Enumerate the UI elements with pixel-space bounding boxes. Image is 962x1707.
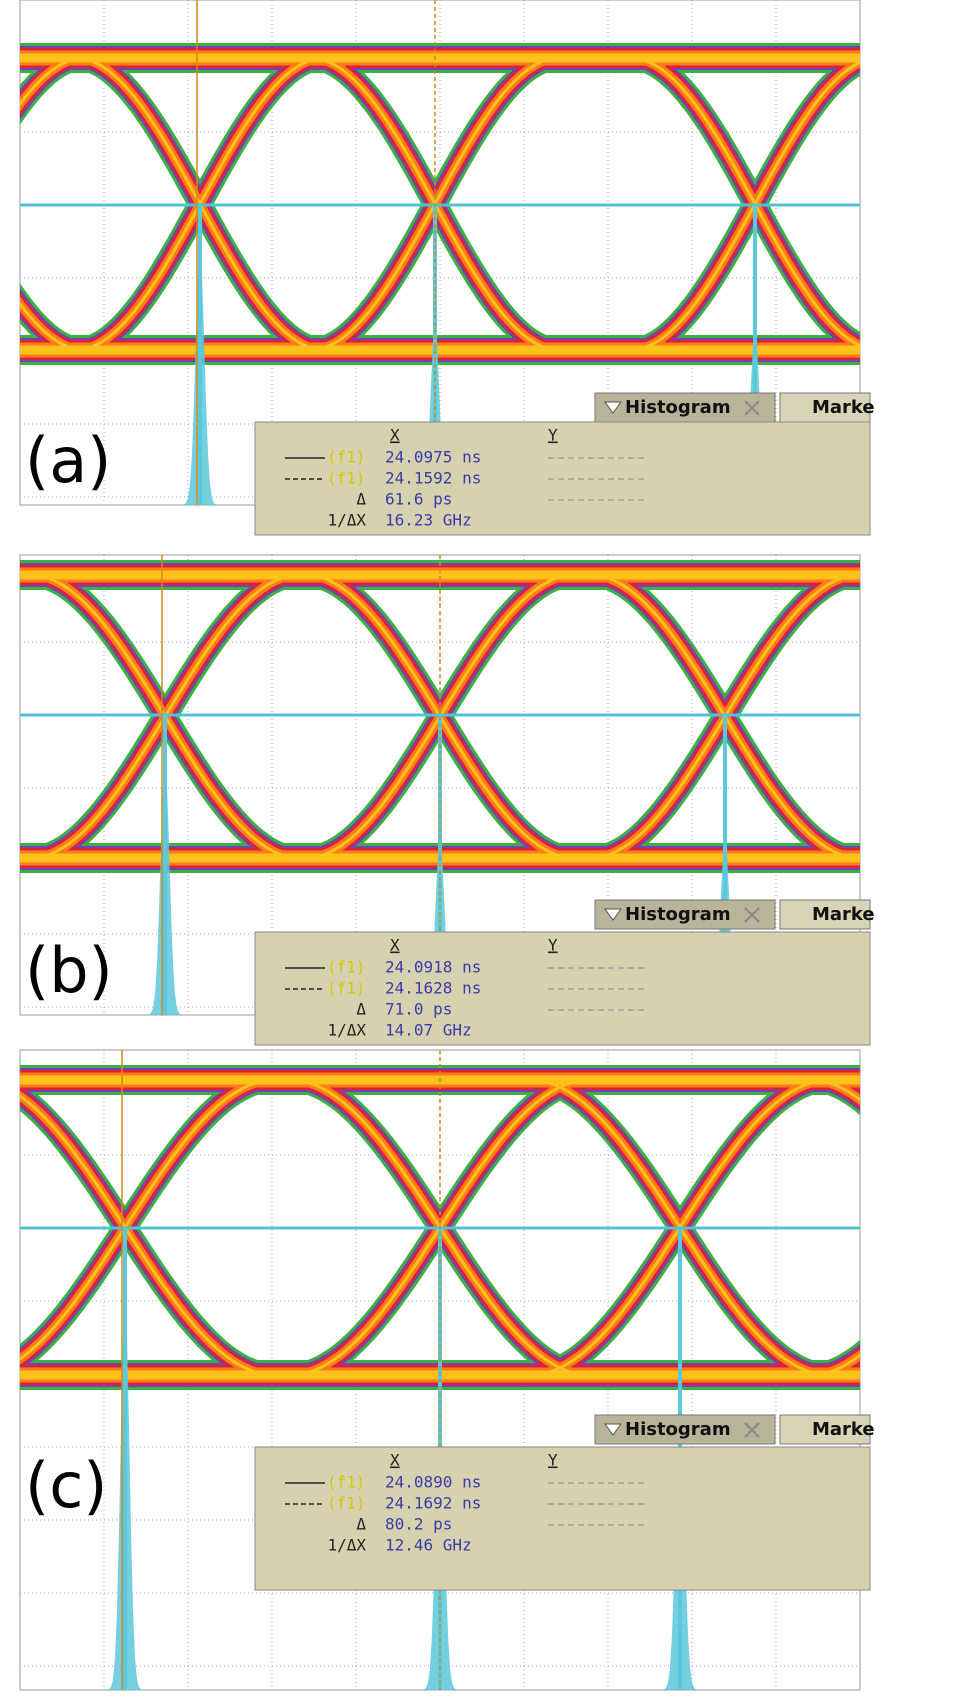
tab bbox=[594, 899, 776, 930]
eye-trace bbox=[250, 56, 618, 352]
eye-trace bbox=[750, 1078, 860, 1102]
marker-source: (f1) bbox=[327, 979, 366, 998]
panel-label: (b) bbox=[25, 934, 113, 1007]
plot bbox=[20, 0, 860, 505]
eye-trace bbox=[750, 1353, 860, 1377]
marker-value: 12.46 GHz bbox=[385, 1536, 472, 1555]
tab-label[interactable]: Histogram bbox=[625, 397, 731, 418]
eye-trace bbox=[0, 1080, 10, 1375]
marker-source: (f1) bbox=[327, 1473, 366, 1492]
tab-arrow bbox=[604, 1423, 622, 1436]
tab-label[interactable]: Histogram bbox=[625, 904, 731, 925]
panel-label: (a) bbox=[25, 424, 111, 497]
tab-close bbox=[744, 1422, 760, 1438]
eye-trace bbox=[0, 1080, 10, 1375]
eye-trace bbox=[570, 56, 860, 348]
marker-label: 1/ΔX bbox=[327, 1021, 366, 1040]
tab-label[interactable]: Marke bbox=[812, 904, 875, 925]
tab-close bbox=[744, 907, 760, 923]
panel-label: (c) bbox=[25, 1449, 107, 1522]
column-header: Y bbox=[548, 936, 558, 955]
marker-value: 24.0918 ns bbox=[385, 958, 481, 977]
tab bbox=[594, 1414, 776, 1445]
plot bbox=[20, 555, 860, 1015]
eye-panel: (b) Histogram Marke X Y (f1) 24.0918 ns (f1) 24.… bbox=[19, 554, 875, 1046]
tab-label[interactable]: Marke bbox=[812, 397, 875, 418]
marker-source: (f1) bbox=[327, 1494, 366, 1513]
marker-label: Δ bbox=[356, 490, 366, 509]
tab bbox=[779, 899, 871, 930]
eye-trace bbox=[0, 1080, 10, 1375]
marker-label: 1/ΔX bbox=[327, 1536, 366, 1555]
eye-trace bbox=[0, 1080, 10, 1375]
marker-label: 1/ΔX bbox=[327, 511, 366, 530]
tab-label[interactable]: Marke bbox=[812, 1419, 875, 1440]
eye-trace bbox=[0, 1080, 10, 1375]
marker-source: (f1) bbox=[327, 958, 366, 977]
column-header: X bbox=[390, 1451, 400, 1470]
tab-arrow bbox=[604, 401, 622, 414]
eye-trace bbox=[0, 1080, 10, 1375]
eye-trace bbox=[0, 1080, 10, 1375]
marker-value: 24.1692 ns bbox=[385, 1494, 481, 1513]
tab-arrow bbox=[604, 908, 622, 921]
marker-value: 24.1628 ns bbox=[385, 979, 481, 998]
eye-trace bbox=[0, 1080, 10, 1375]
eye-trace bbox=[0, 1080, 10, 1375]
marker-value: 16.23 GHz bbox=[385, 511, 472, 530]
eye-panel: (a) Histogram Marke X Y (f1) 24.0975 ns (f1) 24.… bbox=[19, 0, 875, 536]
marker-value: 80.2 ps bbox=[385, 1515, 452, 1534]
eye-trace bbox=[0, 1080, 10, 1375]
column-header: X bbox=[390, 426, 400, 445]
column-header: Y bbox=[548, 1451, 558, 1470]
column-header: Y bbox=[548, 426, 558, 445]
marker-value: 24.1592 ns bbox=[385, 469, 481, 488]
tab bbox=[779, 1414, 871, 1445]
marker-source: (f1) bbox=[327, 448, 366, 467]
marker-value: 71.0 ps bbox=[385, 1000, 452, 1019]
eye-panel: (c) Histogram Marke X Y (f1) 24.0890 ns (f1) 24.… bbox=[0, 1049, 875, 1691]
tab-close bbox=[744, 400, 760, 416]
marker-box bbox=[254, 1446, 871, 1591]
marker-value: 14.07 GHz bbox=[385, 1021, 472, 1040]
marker-source: (f1) bbox=[327, 469, 366, 488]
marker-value: 61.6 ps bbox=[385, 490, 452, 509]
column-header: X bbox=[390, 936, 400, 955]
marker-label: Δ bbox=[356, 1515, 366, 1534]
tab-label[interactable]: Histogram bbox=[625, 1419, 731, 1440]
tab bbox=[779, 392, 871, 423]
marker-value: 24.0890 ns bbox=[385, 1473, 481, 1492]
marker-label: Δ bbox=[356, 1000, 366, 1019]
marker-value: 24.0975 ns bbox=[385, 448, 481, 467]
